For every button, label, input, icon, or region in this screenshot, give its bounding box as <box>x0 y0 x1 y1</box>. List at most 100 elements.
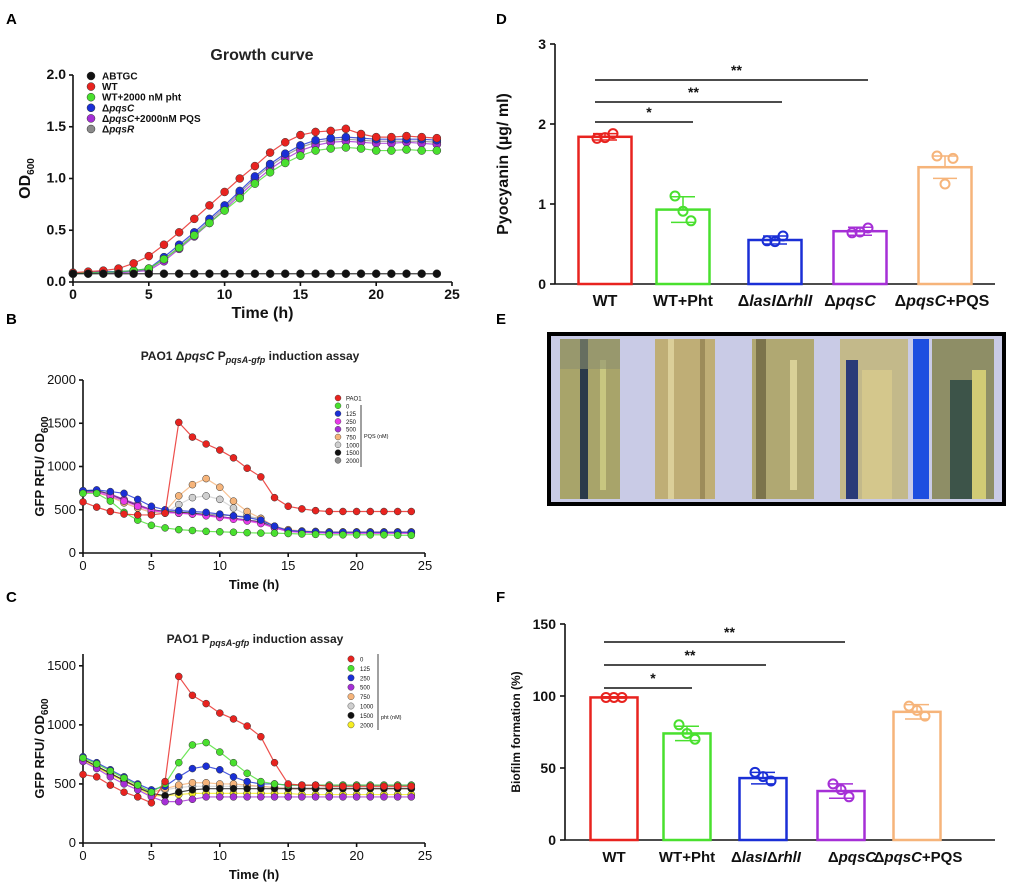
data-point <box>280 149 290 158</box>
y-tick-label: 0.5 <box>47 221 67 237</box>
legend-label: 125 <box>360 667 371 673</box>
data-point <box>202 784 210 793</box>
x-axis-label: Time (h) <box>229 577 279 592</box>
data-point <box>144 269 154 278</box>
legend-marker <box>334 441 342 448</box>
legend-label: PAO1 <box>346 397 362 403</box>
y-tick-label: 0 <box>548 832 556 848</box>
legend-marker <box>86 82 96 91</box>
data-point <box>229 715 238 723</box>
replicate-point <box>757 771 769 783</box>
data-point <box>257 777 265 786</box>
data-point <box>284 793 292 801</box>
y-tick-label: 0 <box>69 835 76 850</box>
category-label: ΔpqsC+PQS <box>874 849 963 866</box>
data-point <box>79 498 87 506</box>
legend-marker <box>347 702 355 710</box>
legend-marker <box>334 449 342 456</box>
replicate-point <box>685 215 697 227</box>
data-point <box>296 141 305 150</box>
data-point <box>298 793 306 801</box>
legend-label: 500 <box>346 428 357 434</box>
data-point <box>243 464 251 472</box>
data-point <box>216 709 224 717</box>
data-point <box>326 133 335 143</box>
y-tick-label: 0 <box>538 276 546 292</box>
data-point <box>387 132 396 142</box>
data-point <box>175 525 183 534</box>
legend-group-label: PQS (nM) <box>364 434 389 440</box>
data-point <box>190 231 199 240</box>
data-point <box>352 793 361 801</box>
legend-marker <box>334 418 342 425</box>
y-tick-label: 50 <box>540 760 556 776</box>
data-point <box>175 773 183 781</box>
legend-marker <box>334 410 342 417</box>
data-point <box>341 269 351 278</box>
data-point <box>296 130 305 140</box>
data-point <box>257 516 265 524</box>
bar <box>738 776 788 842</box>
data-point <box>161 797 169 806</box>
legend-label: 1500 <box>360 714 374 720</box>
data-point <box>216 784 224 793</box>
data-point <box>205 201 214 210</box>
data-point <box>144 251 154 261</box>
growth-curve-chart: 0 5 10 15 20 25 0.0 0.5 1.0 1.5 2.0 Time (h) OD600 Gr… <box>17 47 460 322</box>
data-point <box>202 527 210 536</box>
data-point <box>366 531 375 539</box>
tube-1 <box>560 339 620 499</box>
data-point <box>243 784 251 793</box>
data-point <box>133 793 142 801</box>
replicate-point <box>903 700 915 712</box>
data-point <box>380 531 388 539</box>
data-point <box>175 506 183 515</box>
data-point <box>188 480 197 489</box>
data-point <box>99 269 108 278</box>
data-point <box>216 528 224 536</box>
y-tick-label: 1500 <box>47 658 76 673</box>
legend-label: 125 <box>346 412 357 418</box>
y-tick-label: 3 <box>538 36 546 52</box>
y-tick-label: 150 <box>533 616 557 632</box>
data-point <box>393 531 402 540</box>
data-point <box>325 793 333 801</box>
data-point <box>83 269 93 278</box>
replicate-point <box>919 710 931 722</box>
x-tick-label: 0 <box>79 558 86 573</box>
data-point <box>407 782 416 791</box>
legend-marker <box>86 124 96 134</box>
replicate-point <box>911 704 923 716</box>
data-point <box>432 146 442 155</box>
data-point <box>188 493 197 502</box>
data-point <box>159 254 169 264</box>
data-point <box>270 493 279 502</box>
y-tick-label: 1 <box>538 196 546 212</box>
data-point <box>205 269 214 278</box>
data-point <box>298 530 306 538</box>
legend-marker <box>347 683 355 691</box>
x-tick-label: 25 <box>418 558 432 573</box>
data-point <box>284 502 292 511</box>
x-tick-label: 5 <box>148 558 155 573</box>
data-point <box>202 474 210 483</box>
data-point <box>235 193 245 203</box>
chart-title: Growth curve <box>210 47 313 64</box>
biofilm-bar-chart: 0 50 100 150 Biofilm formation (%) WT WT+Pht Δl… <box>509 616 995 866</box>
y-tick-label: 1000 <box>47 717 76 732</box>
replicate-point <box>765 775 777 787</box>
legend-label: 1000 <box>346 443 360 449</box>
replicate-point <box>673 719 685 731</box>
data-point <box>325 531 333 539</box>
data-point <box>175 492 183 500</box>
data-point <box>216 766 224 774</box>
bar <box>832 229 888 286</box>
data-point <box>202 793 210 801</box>
legend-marker <box>347 693 355 700</box>
legend-marker <box>334 394 342 402</box>
data-point <box>129 259 138 268</box>
data-point <box>380 793 388 801</box>
replicate-point <box>681 727 693 739</box>
panel-label-f: F <box>496 589 505 606</box>
